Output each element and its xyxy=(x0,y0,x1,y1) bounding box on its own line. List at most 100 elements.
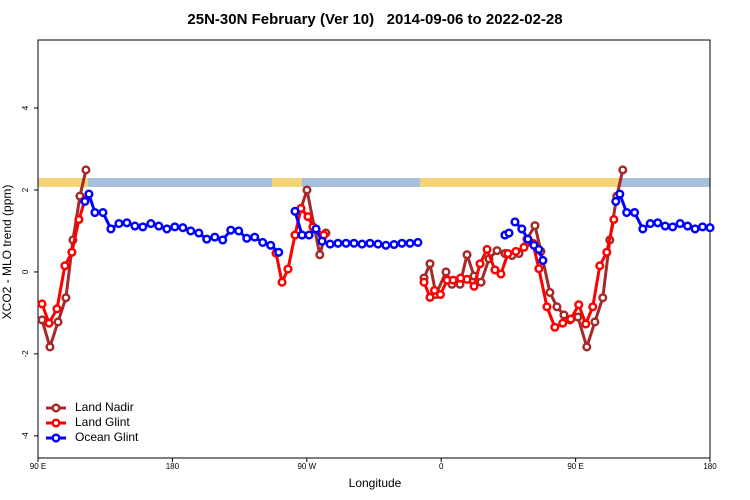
data-point xyxy=(290,230,300,240)
data-point xyxy=(668,222,678,232)
data-point xyxy=(45,342,55,352)
data-point xyxy=(114,219,124,229)
data-point xyxy=(373,239,383,249)
y-tick-label: -4 xyxy=(21,432,30,440)
data-point xyxy=(523,234,533,244)
land-strip xyxy=(272,178,302,187)
legend-marker xyxy=(51,418,61,428)
legend-label: Land Nadir xyxy=(75,400,134,414)
data-point xyxy=(138,222,148,232)
data-point xyxy=(559,310,569,320)
data-point xyxy=(496,269,506,279)
data-point xyxy=(705,223,715,233)
data-point xyxy=(435,289,446,300)
data-point xyxy=(550,322,560,332)
data-point xyxy=(425,259,435,269)
y-axis-label: XCO2 - MLO trend (ppm) xyxy=(0,185,14,320)
plot-frame xyxy=(37,39,711,459)
data-point xyxy=(645,219,655,229)
data-point xyxy=(218,235,228,245)
data-point xyxy=(397,238,407,248)
data-point xyxy=(566,314,576,324)
data-point xyxy=(67,247,77,257)
data-point xyxy=(302,185,312,195)
data-point xyxy=(37,299,47,309)
data-point xyxy=(492,246,502,256)
data-point xyxy=(519,242,529,252)
data-point xyxy=(170,222,180,232)
data-point xyxy=(675,219,685,229)
data-point xyxy=(611,196,621,207)
data-point xyxy=(588,302,598,312)
x-tick-label: 90 E xyxy=(567,462,583,471)
data-point xyxy=(638,224,648,234)
data-point xyxy=(154,221,164,231)
data-point xyxy=(462,250,472,260)
data-point xyxy=(503,248,513,259)
data-point xyxy=(683,221,693,231)
data-point xyxy=(290,206,300,216)
data-point xyxy=(106,224,116,234)
data-point xyxy=(146,219,156,229)
data-point xyxy=(317,236,327,246)
data-point xyxy=(697,222,708,232)
data-point xyxy=(574,300,584,310)
data-point xyxy=(558,318,568,328)
y-tick-label: -2 xyxy=(21,350,30,358)
data-point xyxy=(357,239,367,249)
ocean-strip xyxy=(38,178,710,187)
x-tick-label: 90 W xyxy=(297,462,316,471)
data-point xyxy=(538,255,548,266)
legend-marker xyxy=(51,433,61,443)
data-point xyxy=(349,238,359,248)
data-point xyxy=(186,226,196,236)
data-point xyxy=(341,238,351,248)
data-point xyxy=(622,207,632,218)
x-tick-label: 0 xyxy=(439,462,444,471)
data-point xyxy=(130,221,140,231)
data-point xyxy=(475,259,485,269)
data-point xyxy=(425,292,435,302)
data-point xyxy=(690,224,700,234)
y-tick-label: 4 xyxy=(21,105,30,110)
data-point xyxy=(517,224,527,234)
data-point xyxy=(413,237,423,247)
data-point xyxy=(258,237,268,247)
data-point xyxy=(81,165,91,175)
data-point xyxy=(581,319,591,329)
data-point xyxy=(60,261,70,271)
data-point xyxy=(462,274,472,284)
y-tick-label: 0 xyxy=(21,269,30,274)
data-point xyxy=(178,223,188,233)
data-point xyxy=(74,214,84,225)
data-point xyxy=(325,239,335,249)
land-strip xyxy=(38,178,88,187)
data-point xyxy=(250,232,260,242)
data-point xyxy=(490,265,500,275)
data-point xyxy=(630,207,640,218)
data-point xyxy=(590,317,600,327)
data-point xyxy=(595,261,605,271)
data-point xyxy=(37,315,47,325)
data-point xyxy=(365,238,375,248)
data-point xyxy=(542,302,552,312)
land-ocean-strip xyxy=(38,178,710,187)
x-tick-label: 180 xyxy=(166,462,180,471)
data-point xyxy=(618,165,628,175)
data-point xyxy=(266,240,276,250)
chart-title: 25N-30N February (Ver 10) 2014-09-06 to … xyxy=(187,11,562,28)
data-point xyxy=(441,267,451,277)
data-point xyxy=(429,285,440,295)
data-point xyxy=(405,238,415,248)
legend-label: Land Glint xyxy=(75,415,130,429)
data-point xyxy=(545,287,555,297)
data-point xyxy=(469,281,479,291)
data-point xyxy=(534,244,544,254)
data-point xyxy=(283,264,293,274)
data-point xyxy=(448,275,458,285)
data-point xyxy=(534,264,544,274)
data-point xyxy=(122,218,132,228)
data-point xyxy=(53,317,63,327)
